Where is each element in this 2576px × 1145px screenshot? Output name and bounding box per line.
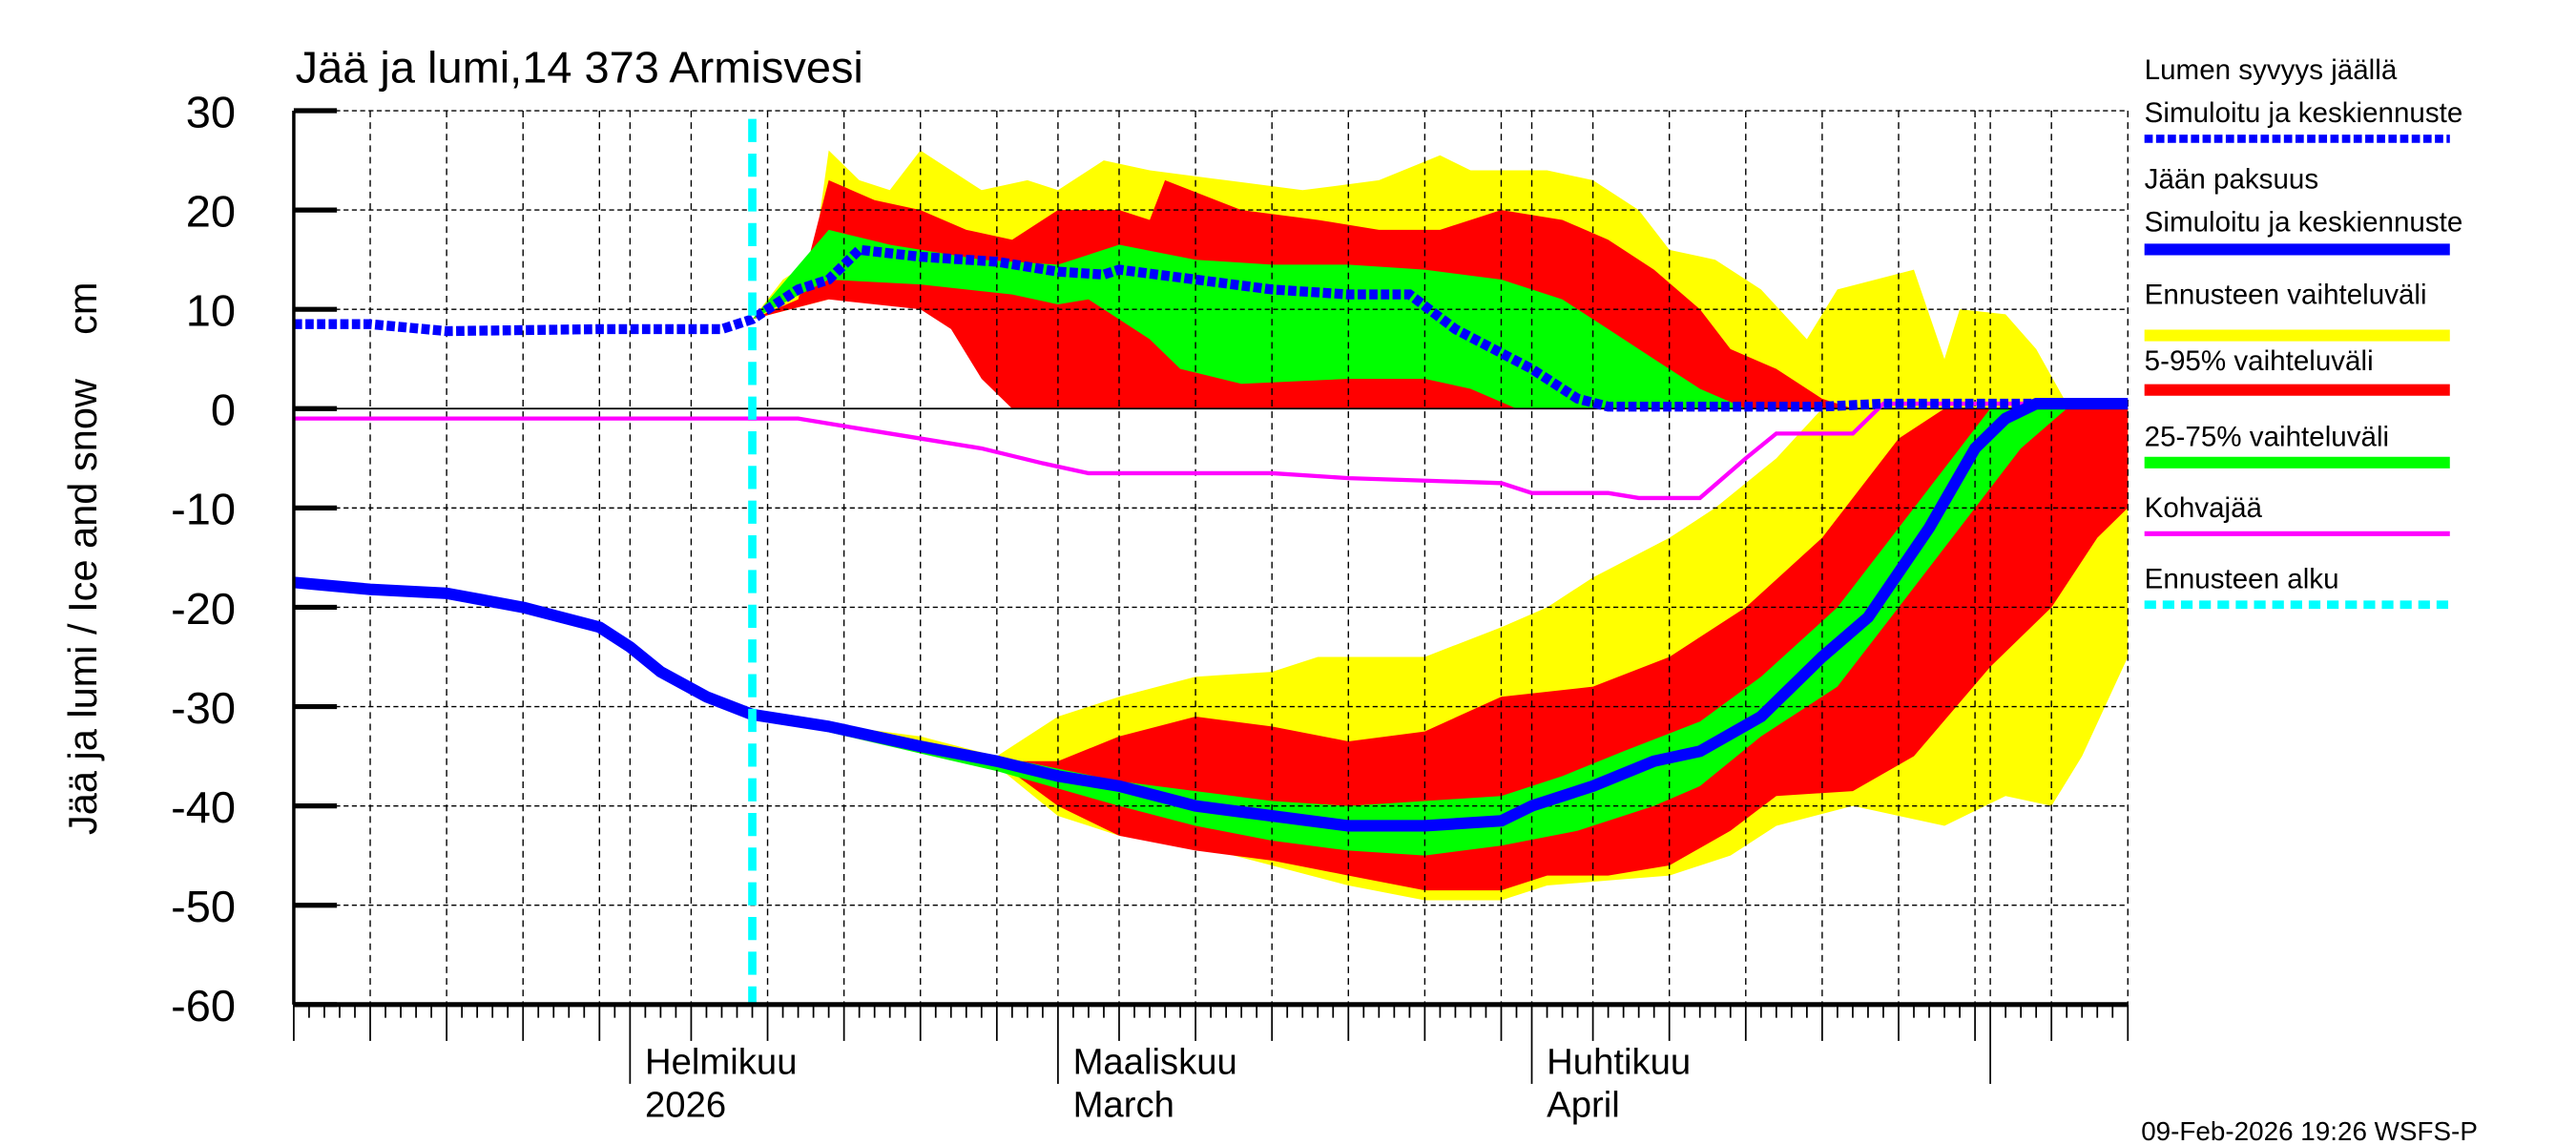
y-tick-label: -50 [171, 882, 236, 931]
legend-label: Kohvajää [2145, 492, 2263, 524]
ice-5-95-band [752, 408, 2129, 891]
y-tick-label: -30 [171, 683, 236, 733]
legend: Lumen syvyys jäällä Simuloitu ja keskienn… [2144, 54, 2463, 610]
legend-label: Ennusteen alku [2145, 564, 2339, 595]
legend-sublabel: Simuloitu ja keskiennuste [2145, 97, 2463, 129]
month-label: Maaliskuu [1073, 1042, 1237, 1083]
lines-layer [293, 118, 2129, 1005]
y-tick-label: 30 [186, 87, 236, 136]
y-tick-label: -40 [171, 782, 236, 832]
legend-label: Ennusteen vaihteluväli [2145, 280, 2427, 311]
y-tick-label: -10 [171, 485, 236, 534]
legend-sublabel: Simuloitu ja keskiennuste [2145, 206, 2463, 238]
month-label-secondary: March [1073, 1085, 1174, 1126]
snow-depth-line [293, 244, 2129, 412]
timestamp: 09-Feb-2026 19:26 WSFS-P [2141, 1116, 2478, 1145]
y-tick-label: -60 [171, 981, 236, 1030]
legend-label: 25-75% vaihteluväli [2145, 422, 2389, 453]
y-tick-label: 0 [211, 385, 236, 435]
legend-label: 5-95% vaihteluväli [2145, 345, 2374, 377]
grid-layer [293, 110, 2129, 1005]
y-tick-label: 20 [186, 187, 236, 237]
month-label-secondary: 2026 [645, 1085, 726, 1126]
y-tick-label: -20 [171, 584, 236, 634]
y-axis-label: Jää ja lumi / Ice and snow cm [60, 282, 105, 836]
ice-thickness-line [293, 397, 2129, 832]
y-tick-label: 10 [186, 286, 236, 336]
month-label: Huhtikuu [1547, 1042, 1691, 1083]
legend-label: Jään paksuus [2145, 163, 2318, 195]
month-label-secondary: April [1547, 1085, 1620, 1126]
chart-title: Jää ja lumi,14 373 Armisvesi [296, 43, 863, 93]
slush-ice-line [293, 401, 2129, 501]
month-label: Helmikuu [645, 1042, 797, 1083]
legend-label: Lumen syvyys jäällä [2145, 54, 2398, 86]
